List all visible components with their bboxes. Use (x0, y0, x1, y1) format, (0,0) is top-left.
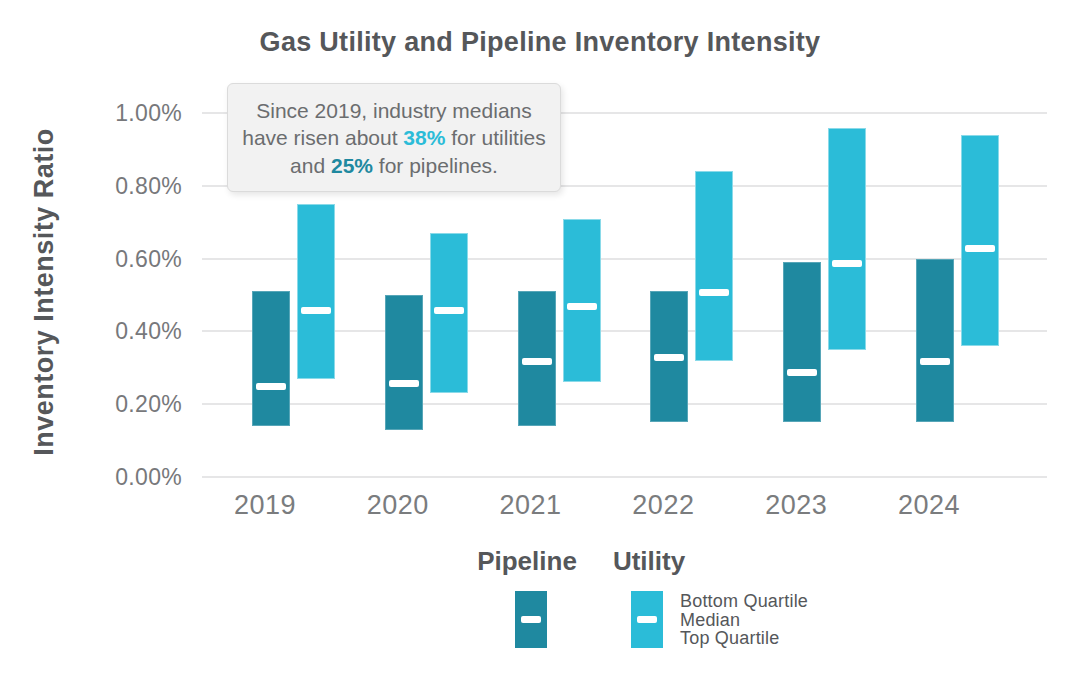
annotation-highlight: 25% (331, 154, 373, 177)
y-axis-tick-label: 1.00% (115, 100, 182, 127)
x-axis-tick-label: 2019 (234, 490, 296, 521)
quartile-bar-pipeline-2020 (385, 295, 423, 430)
annotation-box: Since 2019, industry medians have risen … (227, 83, 561, 192)
legend-header-pipeline: Pipeline (477, 546, 577, 577)
y-axis-tick-label: 0.40% (115, 318, 182, 345)
quartile-bar-utility-2021 (563, 219, 601, 383)
median-dash (567, 303, 597, 310)
legend-item-top-quartile: Top Quartile (680, 629, 808, 648)
quartile-bar-pipeline-2024 (916, 259, 954, 423)
median-dash (920, 358, 950, 365)
median-dash (832, 260, 862, 267)
annotation-highlight: 38% (403, 126, 445, 149)
x-axis-tick-label: 2024 (898, 490, 960, 521)
gridline (202, 476, 1047, 478)
legend-item-median: Median (680, 611, 808, 630)
x-axis-tick-label: 2021 (500, 490, 562, 521)
annotation-segment: for pipelines. (373, 154, 498, 177)
legend-swatch-pipeline (515, 591, 547, 648)
x-axis-tick-label: 2022 (632, 490, 694, 521)
legend-item-labels: Bottom Quartile Median Top Quartile (680, 592, 808, 648)
legend-item-bottom-quartile: Bottom Quartile (680, 592, 808, 611)
y-axis-tick-labels: 0.00%0.20%0.40%0.60%0.80%1.00% (0, 113, 190, 477)
quartile-bar-utility-2023 (828, 128, 866, 350)
quartile-bar-utility-2019 (297, 204, 335, 379)
y-axis-tick-label: 0.00% (115, 464, 182, 491)
y-axis-tick-label: 0.60% (115, 245, 182, 272)
median-dash (389, 380, 419, 387)
median-dash (301, 307, 331, 314)
quartile-bar-utility-2022 (695, 171, 733, 360)
legend-header-utility: Utility (613, 546, 685, 577)
median-dash (522, 358, 552, 365)
median-dash (256, 383, 286, 390)
y-axis-tick-label: 0.20% (115, 391, 182, 418)
quartile-bar-pipeline-2022 (650, 291, 688, 422)
legend-swatch-utility (631, 591, 663, 648)
median-dash (654, 354, 684, 361)
chart-canvas: Gas Utility and Pipeline Inventory Inten… (0, 0, 1080, 675)
median-dash-icon (521, 616, 541, 623)
x-axis-tick-label: 2020 (367, 490, 429, 521)
median-dash (787, 369, 817, 376)
chart-title: Gas Utility and Pipeline Inventory Inten… (0, 27, 1080, 58)
median-dash-icon (637, 616, 657, 623)
median-dash (965, 245, 995, 252)
quartile-bar-utility-2020 (430, 233, 468, 393)
median-dash (434, 307, 464, 314)
quartile-bar-utility-2024 (961, 135, 999, 346)
quartile-bar-pipeline-2023 (783, 262, 821, 422)
y-axis-tick-label: 0.80% (115, 172, 182, 199)
median-dash (699, 289, 729, 296)
quartile-bar-pipeline-2019 (252, 291, 290, 426)
annotation-text: Since 2019, industry medians have risen … (242, 99, 546, 177)
quartile-bar-pipeline-2021 (518, 291, 556, 426)
x-axis-tick-label: 2023 (765, 490, 827, 521)
